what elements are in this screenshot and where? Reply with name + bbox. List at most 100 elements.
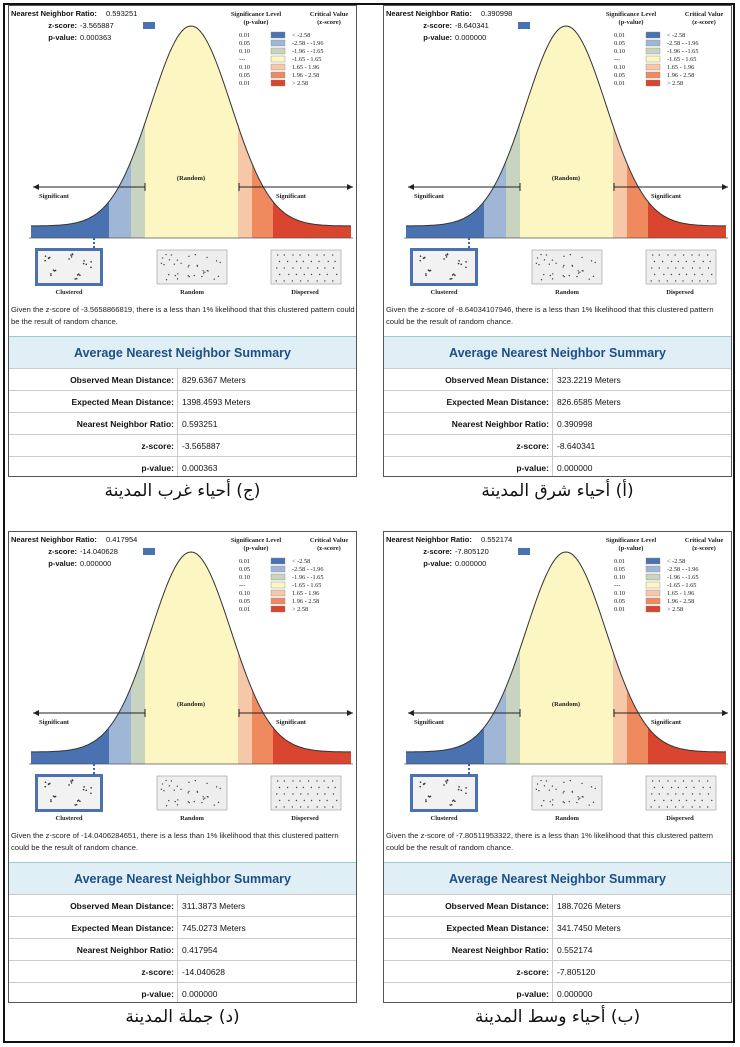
dispersed-point	[670, 273, 673, 276]
dispersed-point	[661, 786, 664, 789]
legend-z-range: -1.96 - -1.65	[667, 574, 698, 581]
clustered-point	[50, 274, 52, 277]
summary-key: p-value:	[141, 463, 174, 473]
significant-right-label: Significant	[651, 193, 682, 200]
summary-row-expected: Expected Mean Distance: 341.7450 Meters	[384, 916, 731, 939]
clustered-point	[90, 261, 92, 263]
distribution-graphic: Nearest Neighbor Ratio: 0.593251 z-score…	[11, 9, 353, 296]
random-point	[590, 786, 593, 788]
clustered-point	[465, 266, 467, 269]
bell-curve	[406, 25, 726, 227]
dispersed-point	[658, 793, 660, 795]
clustered-point	[47, 257, 50, 259]
random-point	[194, 779, 197, 782]
random-point	[545, 254, 548, 256]
random-point	[535, 262, 538, 265]
dispersed-point	[310, 273, 313, 276]
dispersed-point	[292, 780, 294, 782]
pvalue-value: 0.000363	[80, 33, 111, 42]
clustered-point	[49, 782, 51, 785]
curve-region-6	[648, 201, 726, 238]
clustered-point	[443, 784, 445, 786]
legend-swatch	[645, 589, 661, 597]
random-point	[187, 266, 189, 268]
dispersed-point	[691, 780, 693, 782]
nnr-value: 0.390998	[481, 9, 512, 18]
sig-title: Significance Level	[606, 537, 657, 544]
summary-row-zscore: z-score: -14.040628	[9, 960, 356, 983]
random-point	[563, 781, 565, 784]
random-point	[549, 274, 551, 277]
dispersed-box	[645, 775, 717, 811]
summary-value: 188.7026 Meters	[552, 895, 731, 917]
dispersed-point	[292, 793, 294, 795]
clustered-point	[458, 786, 460, 788]
zscore-label: z-score:	[423, 21, 452, 30]
legend-p-value: 0.10	[239, 590, 250, 597]
dispersed-point	[327, 786, 329, 789]
legend-p-value: 0.01	[239, 558, 250, 565]
bell-curve	[31, 25, 351, 227]
legend-z-range: 1.65 - 1.96	[667, 590, 694, 597]
dispersed-point	[675, 793, 677, 795]
random-point	[538, 264, 540, 266]
clustered-point	[443, 258, 445, 260]
dispersed-point	[307, 280, 309, 282]
legend-p-value: 0.05	[614, 72, 625, 79]
clustered-point	[445, 254, 447, 256]
random-point	[569, 253, 572, 256]
curve-region-6	[273, 201, 351, 238]
clustered-point	[422, 783, 425, 785]
dispersed-point	[653, 260, 656, 263]
curve-region-3	[520, 26, 613, 238]
crit-title: Critical Value	[310, 537, 349, 544]
random-box	[531, 775, 603, 811]
random-point	[204, 797, 206, 799]
dispersed-point	[332, 793, 335, 795]
legend-swatch	[270, 39, 286, 47]
report-box: Nearest Neighbor Ratio: 0.417954 z-score…	[8, 531, 357, 1003]
dispersed-point	[336, 273, 338, 276]
summary-key: Nearest Neighbor Ratio:	[451, 945, 549, 955]
dispersed-point	[670, 799, 673, 802]
random-point	[592, 801, 595, 804]
random-label: Random	[180, 289, 204, 296]
dispersed-point	[307, 780, 310, 782]
dispersed-point	[682, 267, 684, 269]
summary-value: 341.7450 Meters	[552, 917, 731, 939]
dispersed-point	[707, 280, 709, 282]
legend-z-range: -1.96 - -1.65	[292, 574, 323, 581]
dispersed-point	[707, 254, 709, 256]
clustered-point	[419, 781, 422, 784]
summary-title: Average Nearest Neighbor Summary	[9, 862, 356, 895]
dispersed-point	[316, 806, 318, 808]
legend-z-range: -1.65 - 1.65	[667, 56, 696, 63]
random-point	[173, 263, 176, 265]
dispersed-point	[303, 799, 305, 802]
clustered-point	[70, 256, 73, 258]
summary-row-observed: Observed Mean Distance: 311.3873 Meters	[9, 894, 356, 917]
dispersed-point	[332, 254, 334, 256]
dispersed-point	[691, 267, 694, 269]
legend-swatch	[270, 573, 286, 581]
legend-swatch	[270, 71, 286, 79]
dispersed-point	[691, 806, 693, 808]
clustered-point	[44, 785, 47, 788]
dispersed-point	[318, 260, 320, 263]
sig-title: Significance Level	[231, 537, 282, 544]
random-point	[217, 275, 220, 278]
legend-z-range: < -2.58	[667, 558, 685, 565]
random-point	[202, 270, 204, 272]
random-point	[188, 801, 190, 804]
clustered-point	[77, 273, 80, 275]
clustered-point	[70, 782, 73, 784]
dispersed-point	[292, 267, 294, 269]
dispersed-point	[693, 786, 695, 789]
random-point	[202, 272, 205, 274]
dispersed-point	[300, 267, 302, 269]
significance-legend: 0.01 < -2.58 0.05 -2.58 - -1.96 0.10 -1.96 - …	[239, 557, 323, 613]
random-point	[188, 790, 190, 793]
legend-swatch	[645, 581, 661, 589]
dispersed-point	[699, 280, 701, 282]
summary-title: Average Nearest Neighbor Summary	[384, 336, 731, 369]
